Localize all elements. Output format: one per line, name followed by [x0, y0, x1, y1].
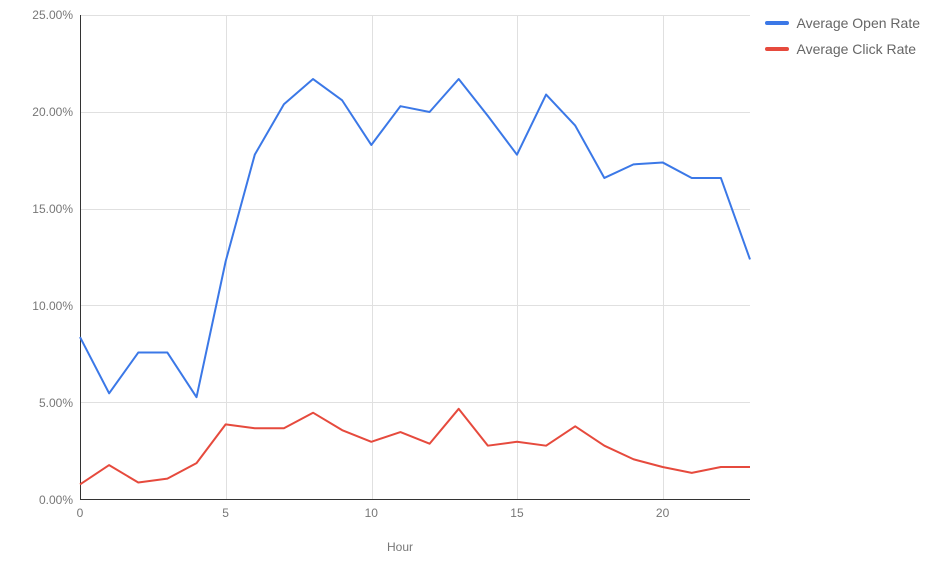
series-line [80, 409, 750, 485]
series-line [80, 79, 750, 397]
x-tick-label: 20 [656, 506, 669, 520]
legend-label: Average Open Rate [797, 15, 921, 31]
legend-label: Average Click Rate [797, 41, 917, 57]
legend-swatch [765, 47, 789, 51]
x-tick-label: 10 [365, 506, 378, 520]
y-tick-label: 5.00% [13, 396, 73, 410]
y-tick-label: 10.00% [13, 299, 73, 313]
legend-item: Average Open Rate [765, 15, 921, 31]
line-chart: 25.00% 20.00% 15.00% 10.00% 5.00% 0.00% … [0, 0, 938, 580]
legend: Average Open Rate Average Click Rate [765, 15, 921, 67]
y-tick-label: 0.00% [13, 493, 73, 507]
x-tick-label: 15 [510, 506, 523, 520]
y-tick-label: 15.00% [13, 202, 73, 216]
y-tick-label: 25.00% [13, 8, 73, 22]
legend-swatch [765, 21, 789, 25]
legend-item: Average Click Rate [765, 41, 921, 57]
chart-lines [80, 15, 750, 500]
x-tick-label: 5 [222, 506, 229, 520]
y-tick-label: 20.00% [13, 105, 73, 119]
x-tick-label: 0 [77, 506, 84, 520]
x-axis-title: Hour [387, 540, 413, 554]
